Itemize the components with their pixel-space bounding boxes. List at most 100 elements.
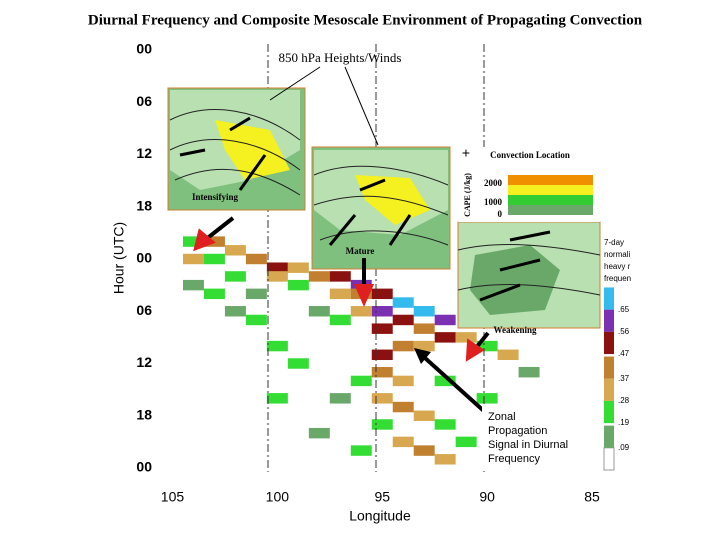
heatmap-cell	[434, 332, 456, 343]
inset-weakening	[457, 221, 601, 329]
legend-tick: 0	[498, 209, 503, 219]
heatmap-cell	[266, 340, 288, 352]
colorbar-title: 7-day	[604, 238, 624, 247]
heatmap-cell	[371, 288, 393, 300]
heatmap-cell	[308, 306, 330, 317]
x-tick-label: 90	[479, 489, 495, 505]
inset-mature	[311, 146, 451, 270]
y-tick-label: 00	[136, 41, 152, 57]
heatmap-cell	[350, 375, 372, 387]
inset-intensifying	[167, 87, 306, 211]
heatmap-cell	[476, 393, 498, 404]
heatmap-cell	[350, 306, 372, 317]
chart-title: Diurnal Frequency and Composite Mesoscal…	[88, 12, 643, 28]
plus-marker: +	[462, 145, 470, 161]
heatmap-cell	[329, 288, 351, 300]
x-tick-label: 85	[584, 489, 600, 505]
annotation: 850 hPa Heights/Winds	[279, 50, 402, 65]
heatmap-cell	[182, 236, 204, 247]
colorbar-title: normali	[604, 250, 630, 259]
y-tick-label: 00	[136, 250, 152, 266]
y-tick-label: 06	[136, 93, 152, 109]
heatmap-cell	[371, 349, 393, 361]
heatmap-cell	[224, 245, 246, 256]
heatmap-cell	[392, 436, 414, 448]
heatmap-cell	[287, 262, 309, 273]
arrows	[193, 216, 490, 414]
heatmap-cell	[329, 393, 351, 404]
colorbar-swatch	[604, 356, 614, 379]
heatmap-cell	[392, 297, 414, 308]
colorbar-swatch	[604, 378, 614, 401]
annotation-line: Zonal	[488, 411, 516, 423]
heatmap-cell	[413, 445, 435, 456]
annotation-line: Signal in Diurnal	[488, 439, 568, 451]
y-tick-label: 12	[136, 354, 152, 370]
heatmap-cell	[371, 366, 393, 378]
heatmap-cell	[266, 271, 288, 282]
colorbar-swatch	[604, 425, 614, 448]
heatmap-cell	[413, 340, 435, 352]
annotation: Mature	[346, 246, 375, 256]
heatmap-cell	[497, 349, 519, 361]
heatmap-cell	[413, 410, 435, 421]
colorbar-tick-label: .56	[618, 327, 630, 336]
heatmap-cell	[476, 340, 498, 352]
heatmap-cell	[329, 271, 351, 282]
y-tick-label: 00	[136, 459, 152, 475]
heatmap-cell	[434, 419, 456, 430]
colorbar-swatch	[604, 331, 614, 355]
annotation: Intensifying	[192, 192, 239, 202]
x-axis-label: Longitude	[349, 508, 411, 524]
x-tick-label: 95	[374, 489, 390, 505]
heatmap-cell	[224, 306, 246, 317]
x-tick-label: 100	[266, 489, 290, 505]
legend-axis-label: CAPE (J/kg)	[463, 173, 472, 217]
heatmap-cell	[245, 288, 267, 300]
y-axis-label: Hour (UTC)	[111, 222, 127, 294]
colorbar-tick-label: .28	[618, 396, 630, 405]
annotation-line: Frequency	[488, 453, 540, 465]
heatmap-cell	[182, 279, 204, 291]
colorbar-low	[603, 447, 615, 471]
colorbar-title: frequen	[604, 274, 631, 283]
heatmap-cell	[371, 306, 393, 317]
heatmap-cell	[329, 314, 351, 326]
legend-title: Convection Location	[490, 150, 570, 160]
heatmap-cell	[392, 375, 414, 387]
legend-tick: 1000	[484, 197, 503, 207]
colorbar-tick-label: .47	[618, 349, 630, 358]
heatmap-cell	[518, 366, 540, 378]
heatmap-cell	[224, 271, 246, 282]
heatmap-cell	[434, 314, 456, 326]
pointer-line	[269, 66, 379, 146]
heatmap-cell	[371, 393, 393, 404]
y-tick-label: 12	[136, 145, 152, 161]
heatmap-cell	[287, 279, 309, 291]
heatmap-cell	[434, 375, 456, 387]
heatmap-cell	[266, 262, 288, 273]
heatmap-cell	[350, 445, 372, 456]
colorbar-title: heavy r	[604, 262, 631, 271]
colorbar-tick-label: .09	[618, 443, 630, 452]
colorbar-swatch	[604, 309, 614, 332]
heatmap-cell	[308, 271, 330, 282]
heatmap-cell	[392, 314, 414, 326]
heatmap-cell	[266, 393, 288, 404]
heatmap-cell	[392, 340, 414, 352]
heatmap-cell	[203, 253, 225, 265]
colorbar-tick-label: .19	[618, 418, 630, 427]
heatmap-cell	[455, 436, 477, 448]
inset-legend: +	[458, 145, 600, 222]
legend-tick: 2000	[484, 178, 503, 188]
annotation: Weakening	[493, 325, 537, 335]
annotation-line: Propagation	[488, 425, 547, 437]
heatmap-cell	[371, 419, 393, 430]
y-tick-label: 18	[136, 197, 152, 213]
colorbar-tick-label: .65	[618, 305, 630, 314]
heatmap-cell	[455, 332, 477, 343]
y-tick-label: 18	[136, 406, 152, 422]
heatmap-cell	[245, 314, 267, 326]
heatmap-cell	[392, 401, 414, 413]
